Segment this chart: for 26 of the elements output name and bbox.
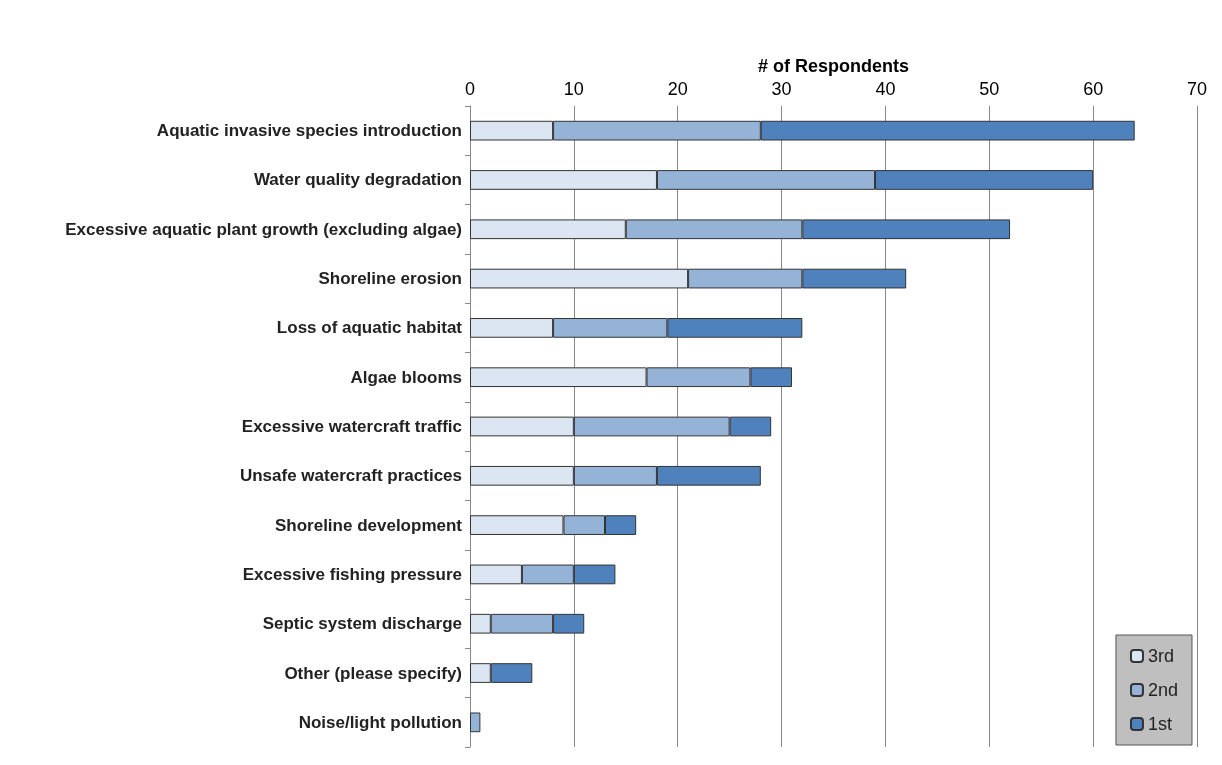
y-tick-label: Water quality degradation xyxy=(253,170,462,190)
y-tick-label: Excessive watercraft traffic xyxy=(241,417,462,436)
x-axis-title: # of Respondents xyxy=(757,56,910,77)
x-tick-label: 50 xyxy=(979,79,1000,99)
x-tick-label: 40 xyxy=(875,79,896,99)
y-tick-label: Aquatic invasive species introduction xyxy=(156,121,462,141)
y-tick-label: Other (please specify) xyxy=(284,663,462,683)
legend-label: 1st xyxy=(1147,714,1172,734)
x-tick-label: 10 xyxy=(563,79,584,99)
y-tick-label: Unsafe watercraft practices xyxy=(239,466,462,486)
legend-label: 3rd xyxy=(1147,646,1174,666)
legend-label: 2nd xyxy=(1147,680,1179,700)
y-tick-label: Algae blooms xyxy=(350,367,462,387)
y-tick-label: Excessive aquatic plant growth (excluding algae) xyxy=(65,219,462,239)
y-tick-label: Shoreline erosion xyxy=(318,269,462,289)
x-tick-label: 20 xyxy=(667,79,688,99)
y-tick-label: Loss of aquatic habitat xyxy=(276,318,463,338)
y-tick-label: Septic system discharge xyxy=(262,614,462,634)
x-tick-label: 70 xyxy=(1186,79,1208,99)
y-tick-label: Excessive fishing pressure xyxy=(242,564,462,584)
y-tick-label: Noise/light pollution xyxy=(298,712,462,732)
bar xyxy=(470,712,481,733)
y-tick-label: Shoreline development xyxy=(274,515,463,535)
x-tick-label: 60 xyxy=(1083,79,1104,99)
x-tick-label: 0 xyxy=(464,79,476,99)
x-tick-label: 30 xyxy=(771,79,792,99)
